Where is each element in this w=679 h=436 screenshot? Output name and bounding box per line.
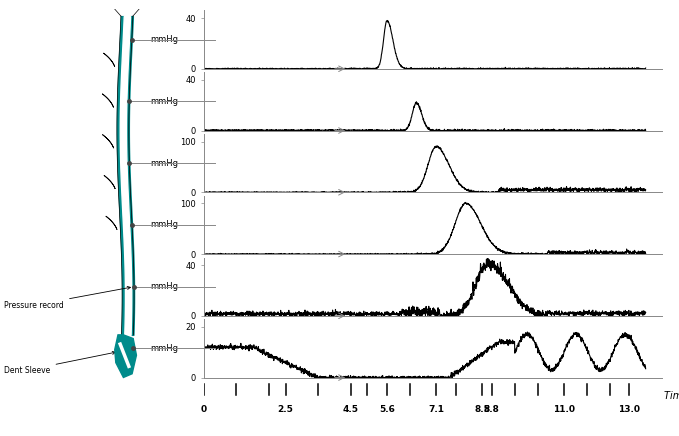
Text: 8.8: 8.8 [484, 405, 500, 414]
Text: Pressure record: Pressure record [4, 286, 130, 310]
Text: 5.6: 5.6 [379, 405, 395, 414]
Text: 13.0: 13.0 [619, 405, 640, 414]
Text: 8.5: 8.5 [474, 405, 490, 414]
Text: 4.5: 4.5 [343, 405, 359, 414]
Text: 11.0: 11.0 [553, 405, 575, 414]
Text: mmHg: mmHg [151, 221, 179, 229]
Text: 0: 0 [200, 405, 207, 414]
Text: mmHg: mmHg [151, 282, 179, 291]
Text: mmHg: mmHg [151, 344, 179, 353]
Polygon shape [115, 335, 136, 378]
Text: mmHg: mmHg [151, 97, 179, 106]
Text: Dent Sleeve: Dent Sleeve [4, 351, 115, 375]
Text: 2.5: 2.5 [278, 405, 293, 414]
Text: mmHg: mmHg [151, 35, 179, 44]
Text: mmHg: mmHg [151, 159, 179, 167]
Text: Time (s): Time (s) [663, 390, 679, 400]
Text: 7.1: 7.1 [428, 405, 444, 414]
